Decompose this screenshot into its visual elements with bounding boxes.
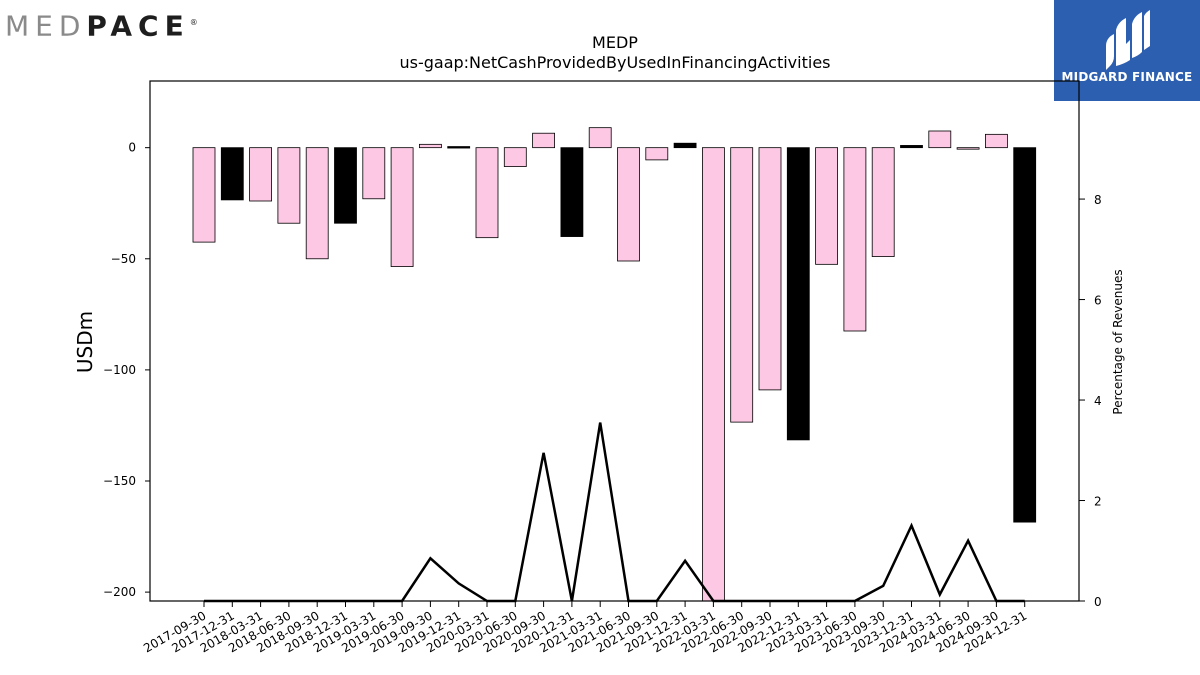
midgard-finance-badge: MIDGARD FINANCE [1054,0,1200,101]
bar [192,147,216,243]
chart-title: MEDP [592,33,638,52]
bar [985,133,1008,149]
bar [617,147,640,262]
y-tick-label: −200 [103,585,136,599]
bar [815,147,838,265]
x-axis: 2017-09-302017-12-312018-03-312018-06-30… [141,601,1029,655]
bar [645,147,669,161]
bar [900,145,923,149]
bar [702,147,725,602]
y-tick-label: −100 [103,363,136,377]
y-tick-label: −150 [103,474,136,488]
percentage-line [204,422,1025,603]
bar [843,147,867,332]
y2-axis-label: Percentage of Revenues [1111,269,1125,414]
y2-tick-label: 8 [1094,193,1102,207]
bar [871,147,895,257]
bar [334,147,357,224]
midgard-logo-icon [1106,10,1150,70]
brand-name: MIDGARD FINANCE [1061,70,1193,84]
y2-tick-label: 0 [1094,595,1102,609]
bar [673,142,697,149]
right-y-axis: 0 2 4 6 8 [1079,193,1102,609]
bar [588,127,612,149]
bar [758,147,782,391]
logo-text-part2: PACE [86,9,190,43]
left-y-axis: 0 −50 −100 −150 −200 [103,141,150,599]
bar [418,143,442,149]
bar [362,147,386,200]
y2-tick-label: 4 [1094,394,1102,408]
y2-tick-label: 2 [1094,495,1102,509]
bar [249,147,273,202]
bar-series [192,127,1037,602]
bar [475,147,499,239]
logo-text-part1: MED [5,9,87,43]
medpace-logo: MEDPACE® [5,6,198,43]
bar [277,147,301,224]
y-tick-label: −50 [111,252,136,266]
bar [220,147,244,201]
bar [956,147,980,150]
bar [447,146,471,149]
y-axis-label: USDm [73,311,97,373]
bar [390,147,414,267]
bar [730,147,754,423]
bar [928,130,952,149]
bar [786,147,810,441]
y-tick-label: 0 [128,141,136,155]
plot-frame [149,80,1080,602]
bar [503,147,527,167]
y2-tick-label: 6 [1094,294,1102,308]
bar [560,147,584,237]
bar [305,147,329,260]
bar [532,132,555,149]
logo-registered-mark: ® [189,18,198,27]
chart-subtitle: us-gaap:NetCashProvidedByUsedInFinancing… [399,53,830,72]
bar [1013,147,1037,523]
